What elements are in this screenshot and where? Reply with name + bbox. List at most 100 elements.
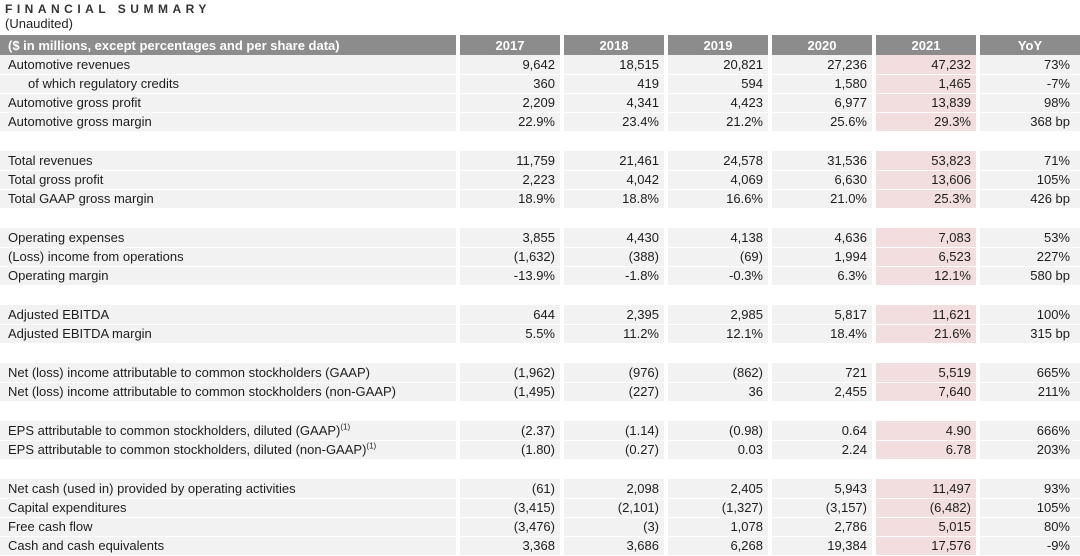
row-label-text: Adjusted EBITDA margin [8,326,152,341]
cell-yoy: 426 bp [976,189,1080,209]
row-label-text: of which regulatory credits [28,76,180,91]
cell-2020: 6,977 [768,93,874,113]
cell-yoy: 100% [976,305,1080,325]
row-label-text: Total GAAP gross margin [8,191,154,206]
cell-2017: (3,415) [456,498,562,518]
cell-yoy: 227% [976,247,1080,267]
row-label: Net (loss) income attributable to common… [0,382,458,402]
cell-2018: (2,101) [560,498,666,518]
table-row: Operating margin -13.9% -1.8% -0.3% 6.3% 12.1… [0,266,1080,286]
cell-2017: (3,476) [456,517,562,537]
cell-2017: (1,962) [456,363,562,383]
cell-2021: 17,576 [872,536,978,556]
cell-2020: 5,817 [768,305,874,325]
cell-2020: 2,786 [768,517,874,537]
cell-2018: -1.8% [560,266,666,286]
cell-yoy: 666% [976,421,1080,441]
cell-2017: 5.5% [456,324,562,344]
cell-2018: 3,686 [560,536,666,556]
row-label-text: EPS attributable to common stockholders,… [8,422,341,438]
row-label: Adjusted EBITDA margin [0,324,458,344]
row-label: Operating margin [0,266,458,286]
table-row: (Loss) income from operations (1,632) (388… [0,247,1080,267]
table-row: Total revenues 11,759 21,461 24,578 31,536 53… [0,151,1080,171]
cell-yoy: 315 bp [976,324,1080,344]
cell-2020: 27,236 [768,55,874,75]
table-row: Free cash flow (3,476) (3) 1,078 2,786 5,015 8… [0,517,1080,537]
table-row: Total GAAP gross margin 18.9% 18.8% 16.6% 21… [0,189,1080,209]
cell-2017: 2,209 [456,93,562,113]
row-label: Automotive revenues [0,55,458,75]
row-label: Automotive gross profit [0,93,458,113]
table-row: Adjusted EBITDA 644 2,395 2,985 5,817 11,621 1… [0,305,1080,325]
cell-2017: 11,759 [456,151,562,171]
row-label: Total GAAP gross margin [0,189,458,209]
cell-2019: 4,138 [664,228,770,248]
row-label: Total gross profit [0,170,458,190]
cell-2018: (1.14) [560,421,666,441]
cell-2017: (1,495) [456,382,562,402]
row-label-text: Total gross profit [8,172,104,187]
cell-2018: 18,515 [560,55,666,75]
row-label: (Loss) income from operations [0,247,458,267]
cell-2017: 3,368 [456,536,562,556]
row-label: Total revenues [0,151,458,171]
cell-2019: (0.98) [664,421,770,441]
row-label-text: Total revenues [8,152,93,168]
cell-2020: (3,157) [768,498,874,518]
row-label: Capital expenditures [0,498,458,518]
row-label: Automotive gross margin [0,112,458,132]
column-header-yoy: YoY [976,35,1080,55]
cell-2021: 7,640 [872,382,978,402]
column-header-2017: 2017 [456,35,562,55]
cell-2019: -0.3% [664,266,770,286]
row-label-text: Net (loss) income attributable to common… [8,364,370,380]
cell-2018: 419 [560,74,666,94]
cell-2020: 721 [768,363,874,383]
cell-2020: 18.4% [768,324,874,344]
table-row: of which regulatory credits 360 419 594 1,58… [0,74,1080,94]
table-header-row: ($ in millions, except percentages and p… [0,35,1080,55]
cell-2021: 21.6% [872,324,978,344]
section-gap-row [0,208,1080,228]
cell-2019: 6,268 [664,536,770,556]
cell-2017: 360 [456,74,562,94]
row-label-text: Automotive gross margin [8,114,152,129]
cell-2021: 13,606 [872,170,978,190]
cell-yoy: 93% [976,479,1080,499]
cell-2021: 47,232 [872,55,978,75]
cell-2020: 19,384 [768,536,874,556]
cell-2020: 2.24 [768,440,874,460]
table-row: EPS attributable to common stockholders,… [0,440,1080,460]
cell-2021: 7,083 [872,228,978,248]
cell-2020: 2,455 [768,382,874,402]
cell-2018: 23.4% [560,112,666,132]
row-label-text: Operating expenses [8,229,125,245]
cell-2018: (0.27) [560,440,666,460]
cell-2018: (388) [560,247,666,267]
row-label: of which regulatory credits [0,74,458,94]
cell-yoy: -9% [976,536,1080,556]
table-header-label: ($ in millions, except percentages and p… [0,35,458,55]
row-label: Net (loss) income attributable to common… [0,363,458,383]
table-row: Cash and cash equivalents 3,368 3,686 6,268… [0,536,1080,556]
page-subtitle: (Unaudited) [5,16,73,31]
row-label: Free cash flow [0,517,458,537]
row-label-text: Net cash (used in) provided by operating… [8,480,296,496]
cell-2019: 0.03 [664,440,770,460]
table-row: Automotive gross profit 2,209 4,341 4,423 6,… [0,93,1080,113]
table-row: EPS attributable to common stockholders,… [0,421,1080,441]
row-label: EPS attributable to common stockholders,… [0,440,458,460]
cell-2019: (69) [664,247,770,267]
cell-yoy: -7% [976,74,1080,94]
table-row: Operating expenses 3,855 4,430 4,138 4,636 7,… [0,228,1080,248]
row-label: Adjusted EBITDA [0,305,458,325]
cell-2019: 594 [664,74,770,94]
cell-yoy: 98% [976,93,1080,113]
cell-yoy: 105% [976,170,1080,190]
cell-2020: 4,636 [768,228,874,248]
cell-2020: 1,580 [768,74,874,94]
row-label-text: Operating margin [8,268,109,283]
section-gap-row [0,285,1080,305]
cell-2018: (3) [560,517,666,537]
